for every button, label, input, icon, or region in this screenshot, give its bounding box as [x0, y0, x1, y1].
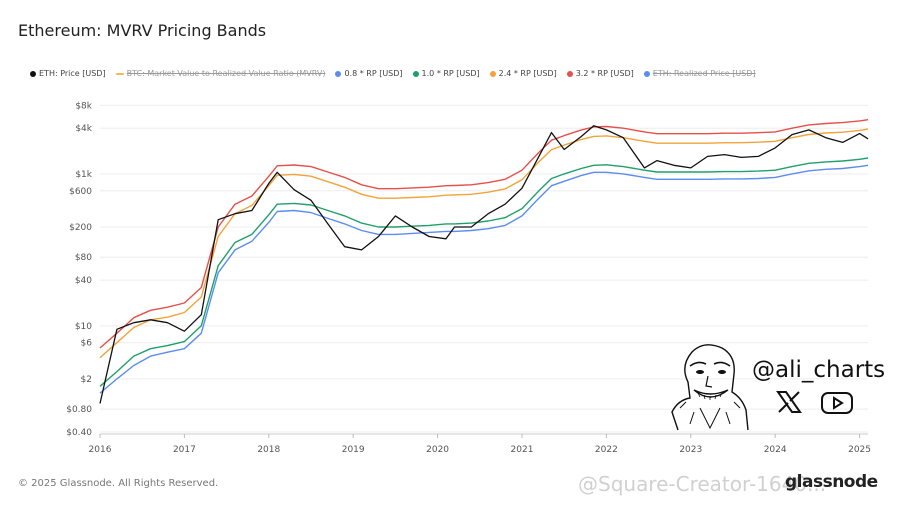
x-tick-label: 2024 [764, 445, 787, 455]
y-tick-label: $0.40 [66, 428, 92, 438]
legend-swatch [643, 70, 650, 77]
legend-swatch [412, 70, 419, 77]
watermark: @Square-Creator-1640... [578, 472, 827, 496]
x-tick-label: 2022 [595, 445, 618, 455]
x-tick-label: 2021 [511, 445, 534, 455]
legend-swatch [489, 70, 496, 77]
series-line-1-0-rp-usd [99, 157, 869, 387]
legend-label: ETH: Realized Price [USD] [652, 69, 756, 78]
x-tick-label: 2016 [89, 445, 112, 455]
x-tick-label: 2017 [173, 445, 196, 455]
legend-label: ETH: Price [USD] [39, 69, 106, 78]
series-line-2-4-rp-usd [99, 128, 869, 359]
chart-title: Ethereum: MVRV Pricing Bands [18, 21, 267, 40]
legend-item[interactable]: 3.2 * RP [USD] [566, 69, 634, 78]
legend-swatch [30, 70, 36, 77]
youtube-icon[interactable] [820, 391, 854, 420]
legend-label: 3.2 * RP [USD] [575, 69, 634, 78]
cartoon-face-avatar-icon [671, 344, 749, 431]
y-tick-label: $80 [75, 253, 92, 263]
author-handle: @ali_charts [752, 357, 886, 383]
legend-item[interactable]: 0.8 * RP [USD] [335, 69, 403, 78]
y-tick-label: $40 [75, 276, 92, 286]
legend-swatch [566, 70, 573, 77]
series-line-3-2-rp-usd [99, 119, 869, 349]
x-tick-label: 2019 [342, 445, 365, 455]
x-tick-label: 2025 [848, 445, 871, 455]
legend-label: 1.0 * RP [USD] [421, 69, 480, 78]
chart-legend: ETH: Price [USD] BTC: Market Value to Rea… [30, 69, 756, 78]
legend-item[interactable]: BTC: Market Value to Realized Value Rati… [115, 69, 326, 78]
series-line-0-8-rp-usd [99, 164, 869, 394]
y-tick-label: $600 [69, 187, 92, 197]
avatar [664, 342, 756, 437]
legend-item[interactable]: ETH: Realized Price [USD] [643, 69, 756, 78]
copyright-footer: © 2025 Glassnode. All Rights Reserved. [18, 478, 219, 489]
legend-swatch [115, 72, 124, 75]
y-tick-label: $8k [75, 101, 92, 111]
y-tick-label: $1k [75, 170, 92, 180]
legend-label: 0.8 * RP [USD] [344, 69, 403, 78]
y-tick-label: $2 [81, 375, 92, 385]
x-tick-label: 2023 [679, 445, 702, 455]
x-tick-label: 2020 [426, 445, 449, 455]
y-tick-label: $10 [75, 322, 92, 332]
legend-item[interactable]: 1.0 * RP [USD] [412, 69, 480, 78]
glassnode-logo: glassnode [785, 472, 878, 492]
y-tick-label: $6 [81, 339, 93, 349]
legend-label: BTC: Market Value to Realized Value Rati… [126, 69, 326, 78]
y-tick-label: $0.80 [66, 405, 92, 415]
legend-item[interactable]: ETH: Price [USD] [30, 69, 106, 78]
y-tick-label: $4k [75, 124, 92, 134]
series-line-eth-price-usd [99, 125, 869, 404]
legend-item[interactable]: 2.4 * RP [USD] [489, 69, 557, 78]
y-tick-label: $200 [69, 223, 92, 233]
x-tick-label: 2018 [257, 445, 280, 455]
x-logo-icon[interactable] [776, 390, 802, 419]
legend-swatch [335, 70, 342, 77]
legend-label: 2.4 * RP [USD] [498, 69, 557, 78]
